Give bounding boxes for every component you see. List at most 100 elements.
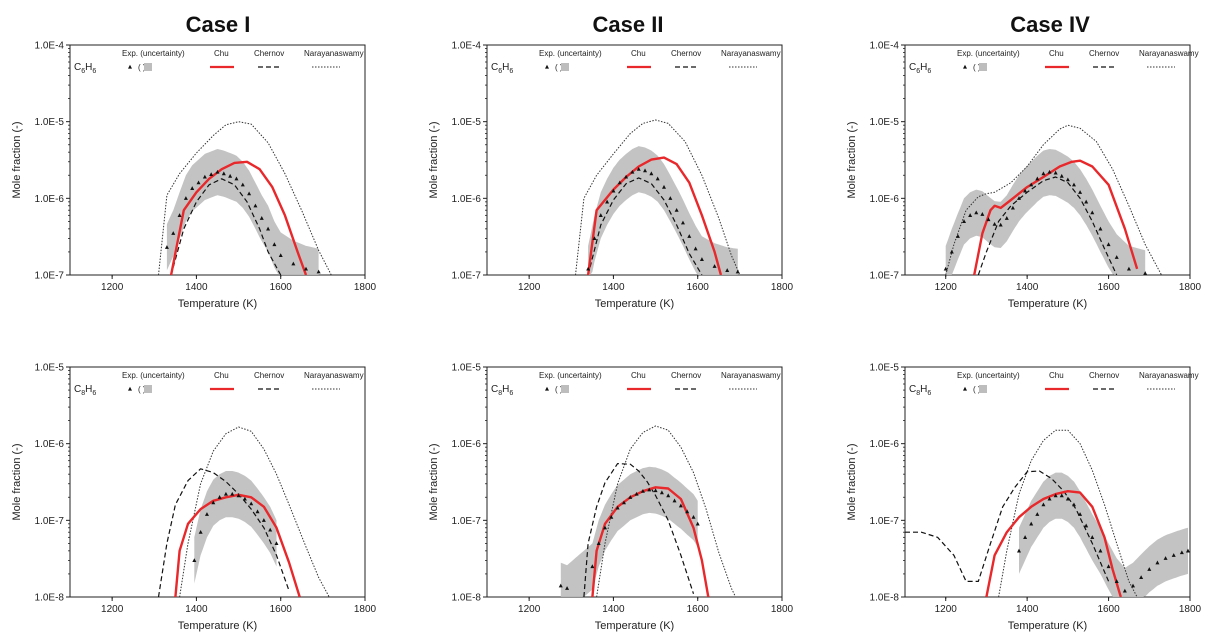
exp-data-point: [1114, 579, 1119, 583]
x-tick-label: 1800: [771, 604, 794, 615]
x-tick-label: 1400: [1016, 604, 1039, 615]
chu-line: [586, 156, 723, 275]
legend: Exp. (uncertainty) ( ) Chu Chernov Narayanas…: [539, 49, 781, 72]
legend-exp-marker: [128, 64, 132, 69]
exp-data-point: [211, 500, 216, 505]
chart-panel-2: 1200 1400 1600 1800 1.0E-7 1.0E-6 1.0E-5 1.0E-4…: [428, 41, 794, 311]
x-tick-label: 1400: [1016, 282, 1039, 293]
uncertainty-band: [166, 149, 319, 275]
exp-data-point: [1059, 493, 1064, 498]
legend: Exp. (uncertainty) ( ) Chu Chernov Narayanas…: [957, 49, 1199, 72]
exp-data-point: [240, 182, 245, 187]
exp-data-point: [266, 226, 271, 231]
species-element: C: [909, 62, 916, 73]
legend-exp-paren: ( ): [973, 385, 981, 394]
narayanaswamy-line: [179, 426, 330, 597]
exp-data-point: [968, 213, 973, 217]
legend-chu-label: Chu: [631, 49, 646, 58]
case-title-2: Case II: [593, 12, 664, 37]
exp-data-point: [190, 186, 195, 190]
narayanaswamy-line: [575, 119, 741, 275]
legend: Exp. (uncertainty) ( ) Chu Chernov Narayanas…: [957, 371, 1199, 394]
species-subscript: 6: [509, 390, 513, 397]
legend-narayanaswamy-label: Narayanaswamy: [721, 49, 781, 58]
species-element: C: [491, 384, 498, 395]
exp-data-point: [183, 196, 188, 200]
y-tick-label: 1.0E-7: [452, 516, 482, 527]
legend: Exp. (uncertainty) ( ) Chu Chernov Narayanas…: [122, 49, 364, 72]
legend-uncertainty-swatch: [979, 385, 987, 393]
exp-data-point: [617, 180, 622, 185]
legend-uncertainty-swatch: [144, 63, 152, 71]
exp-data-point: [1143, 271, 1148, 275]
exp-data-point: [678, 503, 683, 508]
y-tick-label: 1.0E-6: [452, 194, 482, 205]
species-element: H: [502, 384, 509, 395]
uncertainty-band: [945, 149, 1146, 275]
exp-data-point: [647, 487, 652, 492]
y-tick-label: 1.0E-6: [35, 439, 65, 450]
chart-panel-6: 1200 1400 1600 1800 1.0E-8 1.0E-7 1.0E-6 1.0E-5…: [846, 363, 1202, 633]
legend-chu-label: Chu: [631, 371, 646, 380]
y-tick-label: 1.0E-7: [452, 271, 482, 282]
exp-data-point: [1114, 255, 1119, 259]
chernov-line: [583, 463, 695, 597]
plot-area: [575, 119, 741, 275]
exp-data-point: [662, 184, 666, 189]
y-tick-label: 1.0E-6: [35, 194, 65, 205]
exp-data-point: [649, 171, 654, 176]
legend-chernov-label: Chernov: [1089, 371, 1119, 380]
legend-exp-marker: [545, 64, 549, 69]
exp-data-point: [1163, 556, 1168, 560]
species-subscript: 6: [92, 390, 96, 397]
legend-exp-label: Exp. (uncertainty): [957, 49, 1020, 58]
exp-data-point: [249, 501, 254, 506]
y-tick-label: 1.0E-5: [870, 117, 900, 128]
exp-data-point: [592, 236, 597, 241]
exp-data-point: [1126, 266, 1131, 271]
exp-data-point: [643, 168, 648, 173]
case-title-3: Case IV: [1010, 12, 1090, 37]
legend-chu-label: Chu: [1049, 371, 1064, 380]
exp-data-point: [192, 558, 197, 563]
exp-data-point: [611, 188, 616, 193]
exp-data-point: [590, 564, 595, 569]
x-tick-label: 1800: [771, 282, 794, 293]
x-tick-label: 1400: [602, 604, 625, 615]
exp-data-point: [1084, 199, 1089, 204]
exp-data-point: [1106, 242, 1111, 247]
plot-frame: [904, 44, 1191, 276]
legend-exp-marker: [128, 386, 132, 391]
species-subscript: 6: [927, 68, 931, 75]
exp-data-point: [228, 173, 233, 178]
y-axis-label: Mole fraction (-): [428, 121, 440, 198]
y-tick-label: 1.0E-7: [35, 516, 65, 527]
exp-data-point: [1147, 567, 1152, 571]
exp-data-point: [609, 514, 614, 519]
x-axis-label: Temperature (K): [1008, 620, 1087, 632]
legend-exp-marker: [963, 64, 967, 69]
exp-data-point: [1004, 216, 1009, 220]
species-subscript: 8: [81, 390, 85, 397]
exp-data-point: [1035, 512, 1040, 516]
plot-frame: [69, 44, 366, 276]
exp-data-point: [291, 261, 296, 266]
legend-uncertainty-swatch: [561, 63, 569, 71]
y-tick-label: 1.0E-5: [35, 363, 65, 374]
exp-data-point: [558, 583, 563, 588]
x-tick-label: 1600: [270, 282, 293, 293]
legend-exp-label: Exp. (uncertainty): [539, 371, 602, 380]
exp-data-point: [666, 493, 671, 498]
exp-data-point: [636, 166, 641, 171]
plot-frame: [904, 366, 1191, 598]
exp-data-point: [986, 217, 991, 222]
legend-exp-paren: ( ): [555, 63, 563, 72]
y-tick-label: 1.0E-4: [870, 41, 900, 52]
exp-data-point: [630, 169, 635, 174]
exp-data-point: [272, 242, 277, 247]
exp-data-point: [735, 269, 740, 274]
legend-exp-paren: ( ): [138, 385, 146, 394]
exp-data-point: [1041, 171, 1046, 176]
exp-data-point: [1029, 182, 1034, 187]
x-tick-label: 1400: [185, 604, 208, 615]
